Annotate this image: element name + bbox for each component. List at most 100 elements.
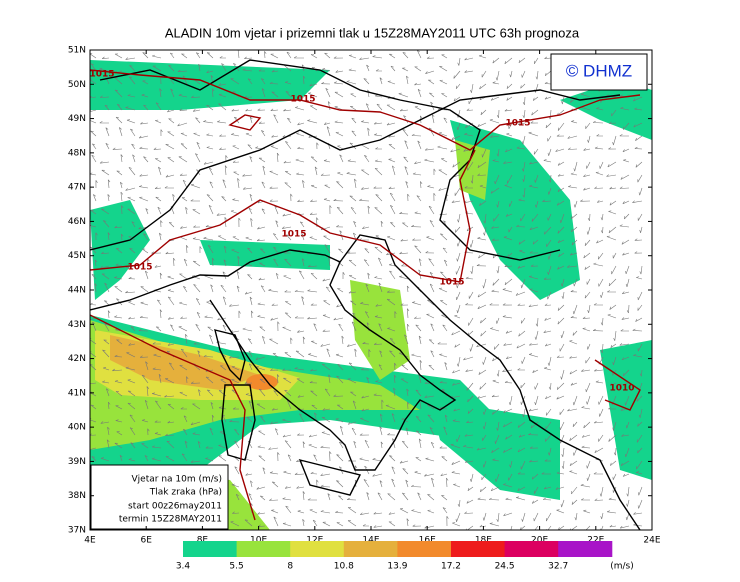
wind-arrow bbox=[154, 119, 162, 124]
colorbar-swatch bbox=[504, 541, 559, 557]
wind-arrow bbox=[152, 54, 162, 59]
wind-arrow bbox=[152, 367, 162, 371]
wind-arrow bbox=[596, 107, 604, 111]
wind-arrow bbox=[261, 208, 266, 215]
wind-arrow bbox=[320, 343, 331, 347]
wind-arrow bbox=[581, 434, 591, 438]
wind-arrow bbox=[99, 67, 110, 72]
wind-arrow bbox=[620, 174, 630, 180]
wind-arrow bbox=[236, 285, 240, 293]
wind-arrow bbox=[90, 63, 97, 72]
wind-arrow bbox=[561, 460, 565, 469]
wind-arrow bbox=[522, 408, 526, 418]
wind-arrow bbox=[406, 285, 410, 293]
wind-arrow bbox=[398, 92, 409, 98]
wind-arrow bbox=[600, 512, 604, 520]
wind-arrow bbox=[281, 226, 292, 229]
wind-arrow bbox=[193, 260, 201, 267]
wind-arrow bbox=[351, 321, 357, 332]
wind-arrow bbox=[636, 460, 643, 470]
wind-arrow bbox=[157, 206, 162, 215]
wind-arrow bbox=[612, 252, 617, 259]
wind-arrow bbox=[115, 405, 123, 410]
wind-arrow bbox=[244, 381, 253, 384]
wind-arrow bbox=[558, 252, 565, 257]
wind-arrow bbox=[557, 304, 565, 311]
wind-arrow bbox=[415, 457, 422, 462]
wind-arrow bbox=[258, 430, 266, 436]
wind-arrow bbox=[234, 440, 240, 449]
wind-arrow bbox=[321, 364, 331, 371]
wind-arrow bbox=[284, 182, 292, 189]
wind-arrow bbox=[270, 145, 279, 150]
wind-arrow bbox=[321, 417, 331, 423]
wind-arrow bbox=[130, 442, 136, 449]
wind-arrow bbox=[206, 301, 214, 306]
wind-arrow bbox=[464, 460, 474, 463]
colorbar-swatch bbox=[397, 541, 452, 557]
wind-arrow bbox=[234, 466, 240, 475]
wind-arrow bbox=[130, 128, 136, 137]
wind-arrow bbox=[181, 453, 188, 462]
wind-arrow bbox=[492, 408, 500, 415]
wind-arrow bbox=[430, 350, 435, 358]
wind-arrow bbox=[296, 172, 305, 176]
wind-arrow bbox=[193, 225, 201, 228]
wind-arrow bbox=[406, 388, 409, 397]
wind-arrow bbox=[373, 525, 383, 528]
wind-arrow bbox=[145, 208, 149, 215]
wind-arrow bbox=[238, 310, 241, 319]
wind-arrow bbox=[490, 486, 500, 492]
wind-arrow bbox=[363, 259, 370, 267]
wind-arrow bbox=[517, 265, 526, 269]
wind-arrow bbox=[453, 408, 461, 412]
wind-arrow bbox=[388, 512, 396, 515]
wind-arrow bbox=[600, 226, 604, 234]
wind-arrow bbox=[364, 439, 370, 449]
colorbar-swatch bbox=[290, 541, 345, 557]
wind-arrow bbox=[515, 291, 526, 296]
wind-arrow bbox=[347, 421, 357, 425]
wind-arrow bbox=[102, 380, 110, 384]
wind-arrow bbox=[400, 238, 409, 242]
wind-arrow bbox=[599, 525, 604, 530]
wind-arrow bbox=[359, 512, 370, 515]
wind-arrow bbox=[586, 161, 591, 169]
wind-arrow bbox=[258, 277, 266, 281]
wind-arrow bbox=[364, 248, 370, 254]
wind-arrow bbox=[168, 222, 175, 228]
wind-arrow bbox=[242, 174, 253, 177]
wind-arrow bbox=[477, 161, 487, 168]
wind-arrow bbox=[506, 96, 513, 101]
wind-arrow bbox=[548, 382, 552, 390]
wind-arrow bbox=[619, 525, 630, 529]
wind-arrow bbox=[154, 432, 162, 436]
wind-arrow bbox=[385, 404, 396, 410]
wind-arrow bbox=[352, 312, 357, 319]
wind-arrow bbox=[376, 103, 383, 111]
wind-arrow bbox=[115, 419, 123, 423]
wind-arrow bbox=[569, 356, 578, 359]
wind-arrow bbox=[451, 330, 461, 336]
wind-arrow bbox=[347, 507, 357, 514]
wind-arrow bbox=[608, 434, 617, 442]
wind-arrow bbox=[347, 520, 357, 527]
wind-arrow bbox=[257, 108, 266, 111]
wind-arrow bbox=[299, 413, 305, 423]
wind-arrow bbox=[481, 473, 487, 481]
wind-arrow bbox=[167, 296, 175, 306]
wind-arrow bbox=[544, 303, 552, 306]
wind-arrow bbox=[639, 369, 643, 377]
wind-arrow bbox=[479, 382, 487, 390]
wind-arrow bbox=[276, 152, 280, 163]
wind-arrow bbox=[606, 174, 617, 177]
wind-arrow bbox=[102, 220, 110, 228]
wind-arrow bbox=[635, 161, 643, 168]
wind-arrow bbox=[402, 67, 409, 72]
wind-arrow bbox=[547, 187, 552, 195]
wind-arrow bbox=[151, 445, 162, 449]
wind-arrow bbox=[490, 135, 500, 138]
wind-arrow bbox=[495, 473, 500, 482]
wind-arrow bbox=[307, 264, 318, 268]
wind-arrow bbox=[170, 88, 175, 98]
